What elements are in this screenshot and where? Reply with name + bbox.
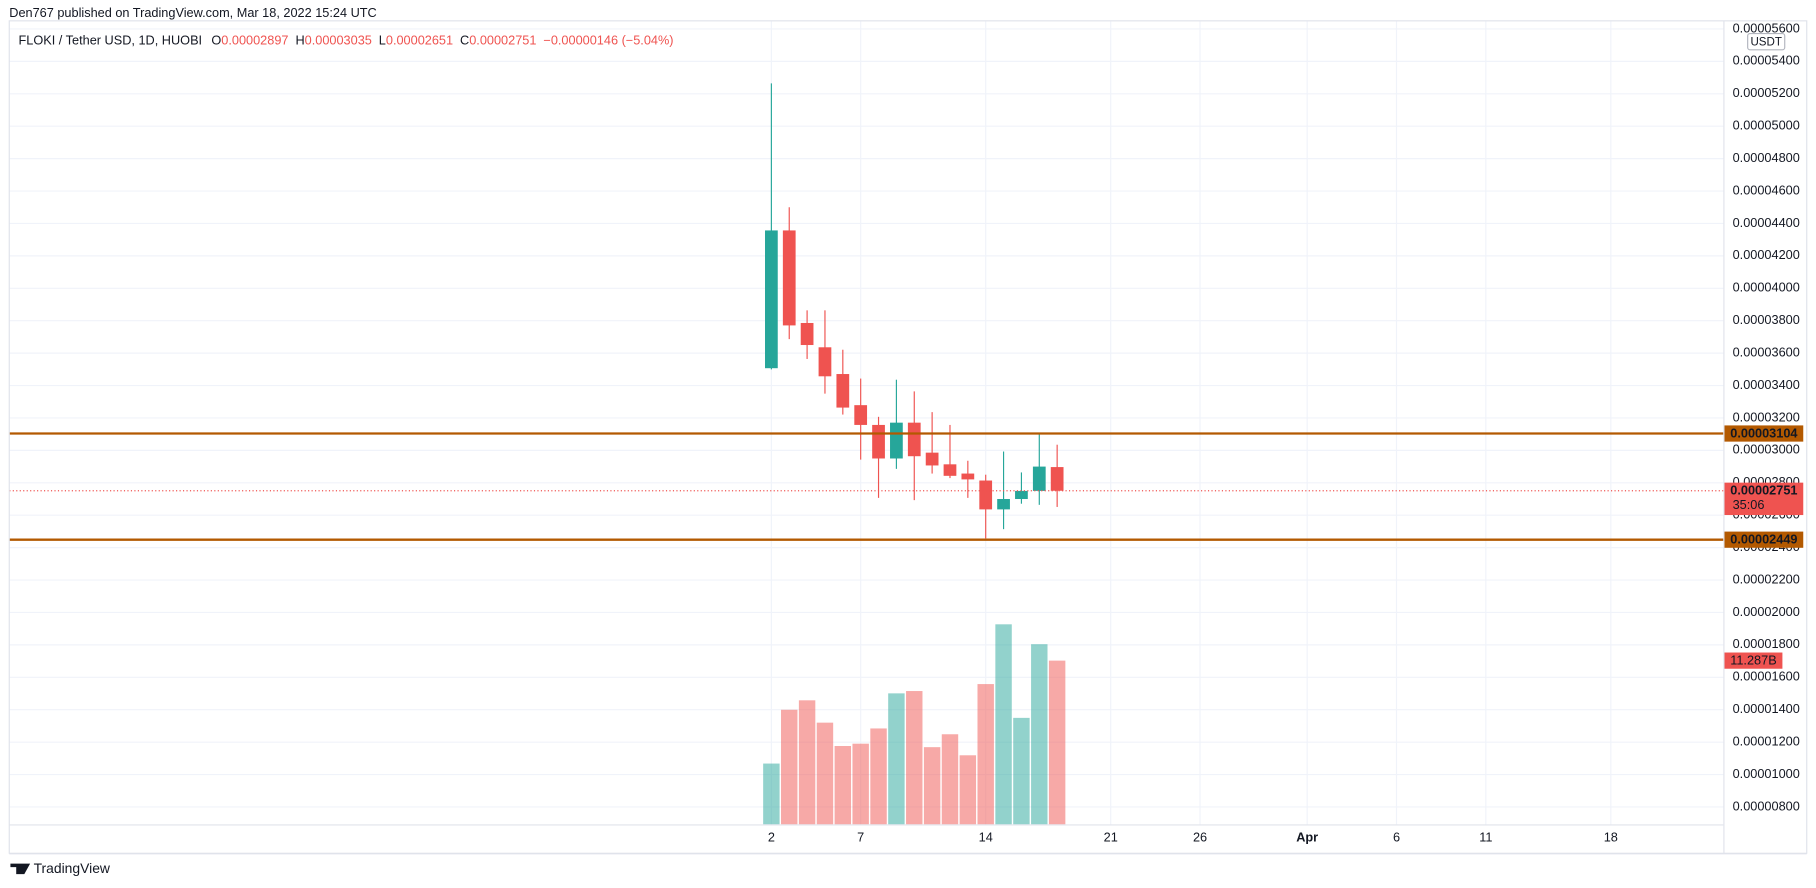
volume-bar xyxy=(781,709,798,825)
y-tick-label: 0.00001200 xyxy=(1733,734,1800,749)
y-tick-label: 0.00005600 xyxy=(1733,20,1800,35)
last-price-label: 0.00002751 xyxy=(1730,483,1797,498)
footer-brand: TradingView xyxy=(34,860,111,876)
volume-bar xyxy=(1048,660,1066,825)
legend-key: H xyxy=(295,33,304,48)
candle-body xyxy=(961,473,975,480)
level-label: 0.00003104 xyxy=(1730,425,1797,440)
y-tick-label: 0.00004200 xyxy=(1733,247,1800,262)
candle-body xyxy=(854,405,868,425)
legend-title: FLOKI / Tether USD, 1D, HUOBI xyxy=(19,33,203,48)
y-tick-label: 0.00004400 xyxy=(1733,215,1800,230)
frame xyxy=(8,20,1808,854)
last-price-box xyxy=(1724,482,1804,516)
candle-body xyxy=(1050,467,1064,491)
x-tick-label: 2 xyxy=(768,830,775,845)
legend-change: −0.00000146 (−5.04%) xyxy=(543,33,673,48)
legend-value: 0.00002751 xyxy=(469,33,536,48)
level-label-box xyxy=(1724,425,1804,442)
y-tick-label: 0.00004600 xyxy=(1733,182,1800,197)
candle-body xyxy=(818,347,832,377)
x-tick-label: 7 xyxy=(857,830,864,845)
candle-body xyxy=(765,230,778,369)
volume-bar xyxy=(888,693,905,825)
y-tick-label: 0.00003000 xyxy=(1733,442,1800,457)
x-tick-label: 11 xyxy=(1479,830,1492,845)
volume-bar xyxy=(763,763,780,825)
x-tick-label: Apr xyxy=(1296,830,1318,845)
candle-body xyxy=(800,322,814,346)
volume-label: 11.287B xyxy=(1730,653,1776,668)
legend-key: L xyxy=(379,33,386,48)
candle-body xyxy=(943,464,957,476)
volume-label-box xyxy=(1724,652,1783,669)
x-tick-label: 6 xyxy=(1393,830,1400,845)
labels: 0.00000800 0.00001000 0.00001200 0.00001400… xyxy=(768,20,1804,845)
y-tick-label: 0.00003800 xyxy=(1733,312,1800,327)
attribution: Den767 published on TradingView.com, Mar… xyxy=(9,5,376,20)
candle-body xyxy=(782,230,796,326)
y-tick-label: 0.00002000 xyxy=(1733,604,1800,619)
volume-bar xyxy=(834,746,852,825)
x-tick-label: 18 xyxy=(1604,830,1618,845)
logo xyxy=(10,863,31,875)
volume-bar xyxy=(870,728,887,825)
volume-bar xyxy=(798,700,816,825)
volume-bar xyxy=(977,684,994,825)
candle-body xyxy=(925,452,939,466)
volume-bar xyxy=(995,624,1012,825)
level-label-box xyxy=(1724,531,1804,548)
legend-key: O xyxy=(211,33,221,48)
legend-value: 0.00002897 xyxy=(221,33,288,48)
y-tick-label: 0.00005400 xyxy=(1733,53,1800,68)
x-tick-label: 21 xyxy=(1104,830,1118,845)
x-tick-label: 26 xyxy=(1193,830,1207,845)
legend: FLOKI / Tether USD, 1D, HUOBI O0.00002897… xyxy=(19,33,674,48)
legend-key: C xyxy=(460,33,469,48)
x-tick-label: 14 xyxy=(979,830,993,845)
level-label: 0.00002449 xyxy=(1730,532,1797,547)
volume-bar xyxy=(906,691,923,825)
candle-body xyxy=(1032,466,1046,491)
volume-bar xyxy=(1031,644,1048,825)
legend-value: 0.00002651 xyxy=(386,33,453,48)
candle-body xyxy=(907,422,921,457)
y-tick-label: 0.00001600 xyxy=(1733,669,1800,684)
footer-logo xyxy=(10,863,31,875)
candle-body xyxy=(1015,490,1028,500)
marks xyxy=(9,83,1724,825)
y-tick-label: 0.00003600 xyxy=(1733,344,1800,359)
y-tick-label: 0.00001000 xyxy=(1733,766,1800,781)
grid xyxy=(9,20,1724,825)
y-tick-label: 0.00003200 xyxy=(1733,409,1800,424)
currency-box xyxy=(1747,32,1786,51)
legend-value: 0.00003035 xyxy=(305,33,372,48)
volume-bar xyxy=(941,734,959,825)
volume-bar xyxy=(923,747,941,825)
volume-bar xyxy=(852,743,869,825)
y-tick-label: 0.00004800 xyxy=(1733,150,1800,165)
currency: USDT xyxy=(1750,36,1781,48)
candle-body xyxy=(890,422,903,459)
volume-bar xyxy=(959,755,977,825)
y-tick-label: 0.00002200 xyxy=(1733,571,1800,586)
candle-body xyxy=(997,499,1010,510)
y-tick-label: 0.00001400 xyxy=(1733,701,1800,716)
candle-body xyxy=(836,374,850,408)
y-tick-label: 0.00004000 xyxy=(1733,280,1800,295)
y-tick-label: 0.00005000 xyxy=(1733,118,1800,133)
candle-body xyxy=(872,424,885,459)
volume-bar xyxy=(816,722,834,825)
countdown: 35:06 xyxy=(1733,497,1765,512)
y-tick-label: 0.00003400 xyxy=(1733,377,1800,392)
y-tick-label: 0.00001800 xyxy=(1733,636,1800,651)
candle-body xyxy=(979,480,993,510)
volume-bar xyxy=(1013,717,1030,825)
y-tick-label: 0.00005200 xyxy=(1733,85,1800,100)
y-tick-label: 0.00000800 xyxy=(1733,798,1800,813)
